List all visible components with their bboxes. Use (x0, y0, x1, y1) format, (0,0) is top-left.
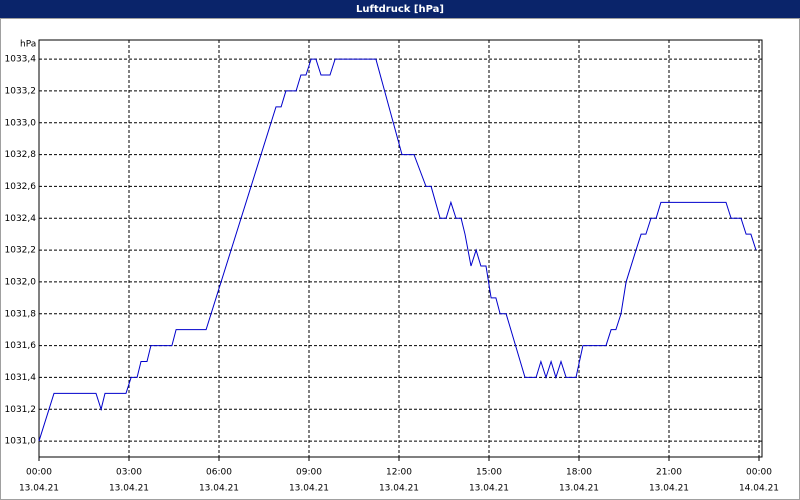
x-tick-label: 13.04.21 (559, 484, 599, 494)
x-tick-label: 03:00 (116, 468, 142, 478)
x-tick-label: 13.04.21 (649, 484, 689, 494)
y-tick-label: 1032,4 (5, 214, 37, 224)
plot-frame (38, 39, 763, 458)
x-tick-label: 14.04.21 (739, 484, 779, 494)
y-tick-label: 1032,0 (5, 277, 37, 287)
x-tick-label: 12:00 (386, 468, 412, 478)
y-tick-label: 1031,4 (5, 373, 37, 383)
y-tick-label: 1033,0 (5, 118, 37, 128)
x-tick-label: 00:00 (26, 468, 52, 478)
x-tick-label: 13.04.21 (19, 484, 59, 494)
title-bar (0, 0, 800, 18)
y-tick-label: 1033,2 (5, 86, 37, 96)
x-tick-label: 00:00 (746, 468, 772, 478)
x-tick-label: 13.04.21 (379, 484, 419, 494)
x-tick-label: 13.04.21 (289, 484, 329, 494)
x-tick-label: 18:00 (566, 468, 592, 478)
y-tick-label: 1031,8 (5, 309, 37, 319)
y-tick-label: 1033,4 (5, 55, 37, 65)
x-tick-label: 13.04.21 (109, 484, 149, 494)
y-tick-label: 1032,2 (5, 246, 37, 256)
y-tick-label: 1031,2 (5, 405, 37, 415)
x-tick-label: 13.04.21 (469, 484, 509, 494)
chart-title: Luftdruck [hPa] (356, 4, 444, 15)
x-tick-label: 06:00 (206, 468, 232, 478)
x-tick-label: 09:00 (296, 468, 322, 478)
x-tick-label: 21:00 (656, 468, 682, 478)
y-tick-label: 1031,6 (5, 341, 37, 351)
x-tick-label: 15:00 (476, 468, 502, 478)
y-tick-label: 1032,6 (5, 182, 37, 192)
x-tick-label: 13.04.21 (199, 484, 239, 494)
y-axis-label: hPa (20, 40, 36, 50)
y-tick-label: 1032,8 (5, 150, 37, 160)
y-tick-label: 1031,0 (5, 437, 37, 447)
line-series (38, 58, 757, 442)
